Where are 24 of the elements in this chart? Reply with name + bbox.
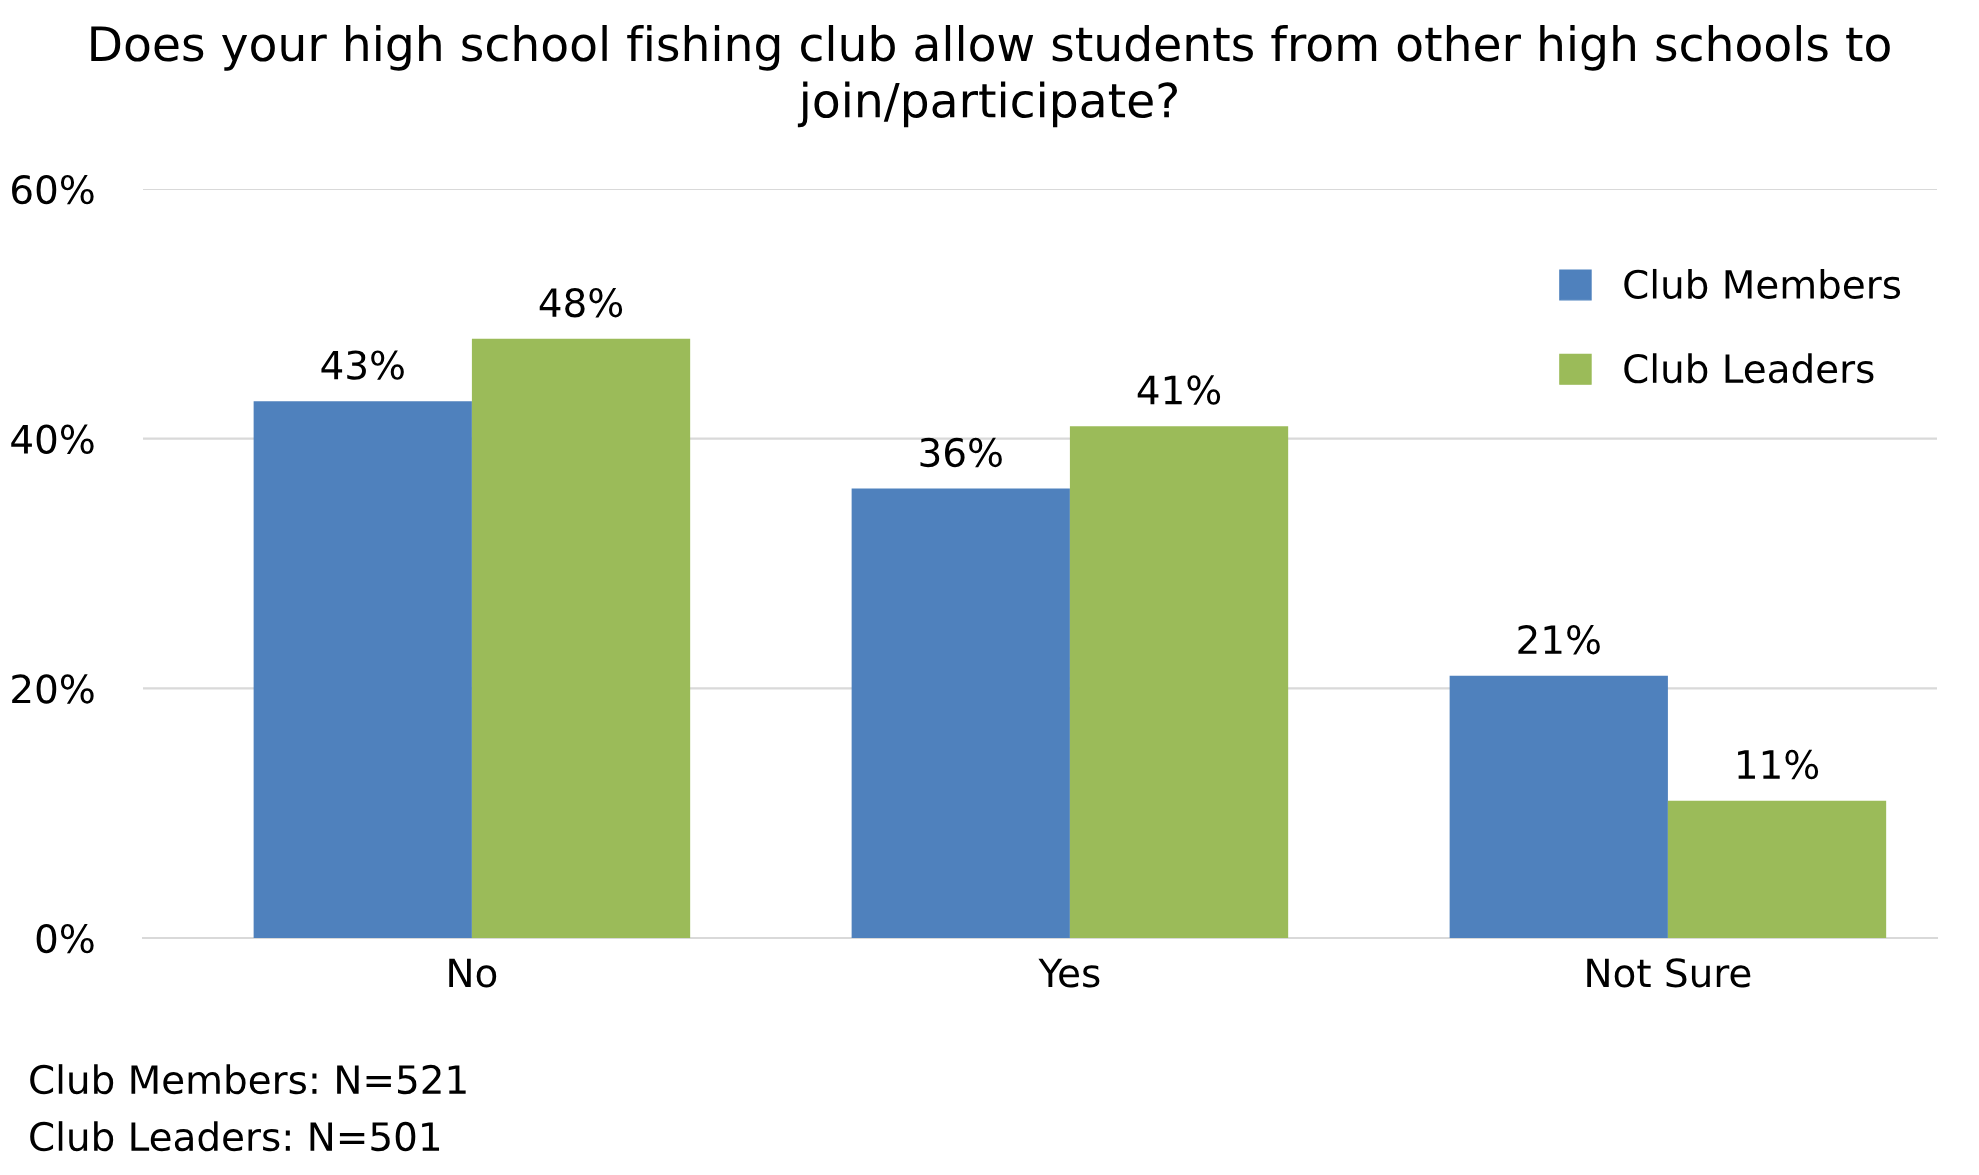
- y-tick-label: 0%: [36, 923, 94, 954]
- text: Club Leaders: N=501: [30, 1121, 440, 1152]
- y-tick-label: 20%: [12, 674, 94, 704]
- legend-label: Club Leaders: [1624, 353, 1874, 384]
- bar: [1069, 426, 1289, 938]
- text: Club Members: N=521: [30, 1064, 466, 1095]
- data-label: 36%: [920, 437, 1002, 468]
- legend-label: Club Members: [1624, 268, 1901, 300]
- y-tick-label: 40%: [11, 424, 94, 454]
- bar: [851, 488, 1070, 938]
- bar: [1449, 675, 1668, 938]
- data-label: 48%: [539, 287, 623, 318]
- bar: [471, 338, 691, 938]
- x-tick-label: Not Sure: [1587, 958, 1751, 988]
- bar: [253, 401, 472, 938]
- x-tick-label: No: [449, 958, 497, 988]
- y-tick-label: 60%: [12, 174, 94, 205]
- x-tick-label: Yes: [1038, 958, 1100, 988]
- data-label: 43%: [321, 350, 404, 380]
- chart-title: Does your high school fishing club allow students from other high schools to join/participate?: [91, 25, 1890, 128]
- data-label: 41%: [1137, 375, 1221, 405]
- data-label: 21%: [1518, 625, 1600, 655]
- bar: [1667, 800, 1887, 938]
- data-label: 11%: [1738, 749, 1819, 780]
